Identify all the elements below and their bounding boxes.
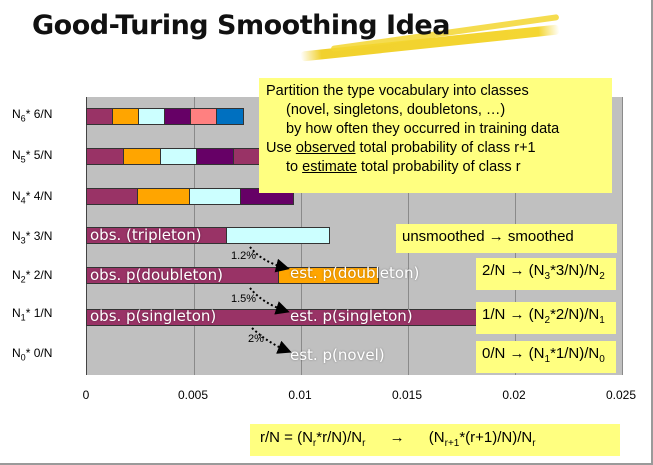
- general-formula: r/N = (Nr*r/N)/Nr → (Nr+1*(r+1)/N)/Nr: [250, 424, 620, 456]
- bar-segment: [87, 268, 280, 283]
- chart-bar: [86, 148, 273, 165]
- chart-bar: [86, 188, 294, 205]
- formula-singleton: 1/N → (N2*2/N)/N1: [476, 302, 616, 334]
- percent-label: 2%: [248, 333, 264, 345]
- y-axis-label: N3* 3/N: [12, 229, 53, 246]
- bar-segment: [138, 189, 190, 204]
- y-axis-label: N4* 4/N: [12, 189, 53, 206]
- bar-segment: [87, 228, 228, 243]
- x-tick-label: 0.005: [177, 388, 209, 402]
- chart-bar: [86, 108, 245, 125]
- label-est-novel: est. p(novel): [290, 346, 385, 364]
- gridline: [622, 97, 623, 375]
- bar-segment: [87, 149, 124, 164]
- percent-label: 1.2%: [231, 250, 257, 262]
- x-tick-label: 0: [82, 388, 90, 402]
- callout-line: Use observed total probability of class …: [266, 140, 536, 156]
- y-axis-label: N2* 2/N: [12, 268, 53, 285]
- callout-line: by how often they occurred in training d…: [286, 121, 560, 137]
- bar-segment: [87, 109, 114, 124]
- bar-segment: [335, 310, 481, 325]
- bar-segment: [217, 109, 244, 124]
- bar-segment: [87, 310, 336, 325]
- callout-line: to estimate total probability of class r: [286, 159, 521, 175]
- callout-line: (novel, singletons, doubletons, …): [286, 102, 506, 118]
- explanation-callout: Partition the type vocabulary into class…: [259, 78, 612, 193]
- y-axis-label: N0* 0/N: [12, 346, 53, 363]
- bar-segment: [197, 149, 235, 164]
- bar-segment: [227, 228, 329, 243]
- x-tick-label: 0.01: [288, 388, 312, 402]
- chart-bar: [86, 227, 330, 244]
- label-obs-doubleton: obs. p(doubleton): [90, 266, 223, 284]
- label-est-doubleton: est. p(doubleton): [290, 264, 420, 282]
- callout-line: Partition the type vocabulary into class…: [266, 83, 529, 99]
- bar-segment: [279, 268, 379, 283]
- y-axis-label: N5* 5/N: [12, 148, 53, 165]
- formula-novel: 0/N → (N1*1/N)/N0: [476, 341, 616, 373]
- bar-segment: [191, 109, 218, 124]
- y-axis-label: N6* 6/N: [12, 107, 53, 124]
- x-tick-label: 0.025: [605, 388, 637, 402]
- label-obs-tripleton: obs. (tripleton): [90, 226, 202, 244]
- bar-segment: [123, 149, 161, 164]
- label-est-singleton: est. p(singleton): [290, 307, 413, 325]
- x-tick-label: 0.02: [502, 388, 526, 402]
- slide-title: Good-Turing Smoothing Idea: [32, 10, 450, 41]
- chart-bar: [86, 267, 380, 284]
- formula-doubleton: 2/N → (N3*3/N)/N2: [476, 258, 616, 290]
- bar-segment: [189, 189, 242, 204]
- label-obs-singleton: obs. p(singleton): [90, 307, 217, 325]
- bar-segment: [87, 189, 139, 204]
- bar-segment: [113, 109, 140, 124]
- bar-segment: [139, 109, 166, 124]
- unsmoothed-smoothed-label: unsmoothed → smoothed: [396, 224, 617, 253]
- percent-label: 1.5%: [231, 293, 257, 305]
- bar-segment: [165, 109, 192, 124]
- x-tick-label: 0.015: [391, 388, 423, 402]
- bar-segment: [160, 149, 198, 164]
- y-axis-label: N1* 1/N: [12, 306, 53, 323]
